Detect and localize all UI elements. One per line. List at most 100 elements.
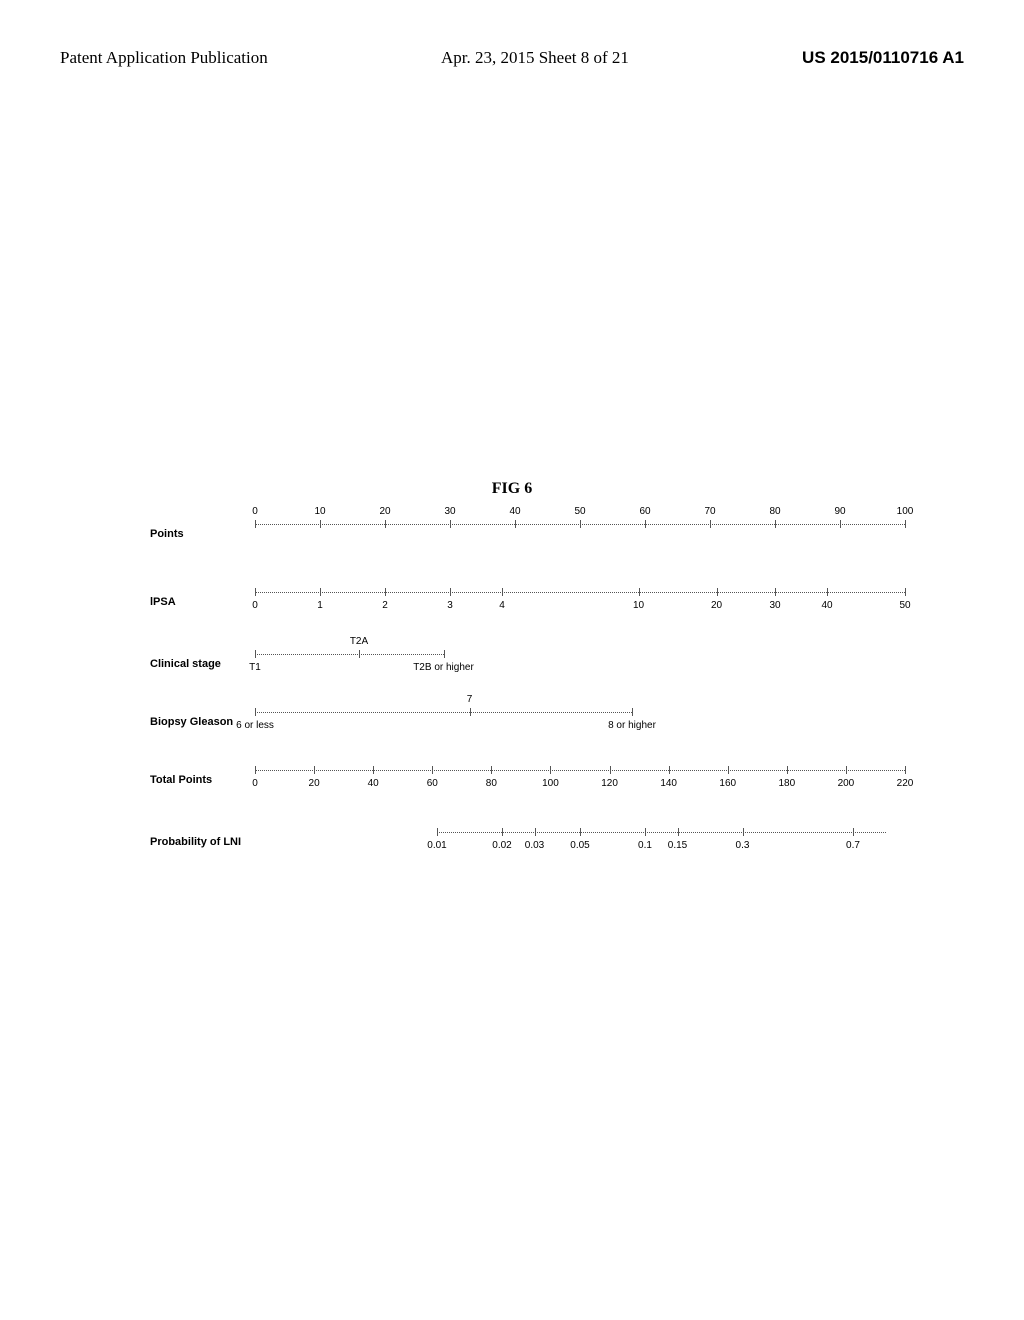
axis-tick xyxy=(502,828,503,836)
axis-line xyxy=(437,832,886,833)
tick-label: 60 xyxy=(427,778,438,789)
tick-label: 10 xyxy=(633,600,644,611)
header-publication-type: Patent Application Publication xyxy=(60,48,268,68)
tick-label: 2 xyxy=(382,600,388,611)
axis-tick xyxy=(610,766,611,774)
axis-tick xyxy=(373,766,374,774)
tick-label: 20 xyxy=(711,600,722,611)
axis-tick xyxy=(359,650,360,658)
axis-tick xyxy=(255,766,256,774)
axis-tick xyxy=(450,588,451,596)
axis-tick xyxy=(645,828,646,836)
axis-tick xyxy=(580,828,581,836)
axis-tick xyxy=(444,650,445,658)
tick-label: 100 xyxy=(542,778,559,789)
tick-label: 20 xyxy=(379,506,390,517)
axis-label: Probability of LNI xyxy=(150,836,241,848)
tick-label: 0.1 xyxy=(638,840,652,851)
tick-label: 0 xyxy=(252,506,258,517)
tick-label: 20 xyxy=(309,778,320,789)
axis-tick xyxy=(743,828,744,836)
tick-label: 60 xyxy=(639,506,650,517)
tick-label: 120 xyxy=(601,778,618,789)
axis-tick xyxy=(632,708,633,716)
tick-label: T2B or higher xyxy=(413,662,474,673)
tick-label: 80 xyxy=(486,778,497,789)
axis-line xyxy=(255,592,905,593)
axis-tick xyxy=(320,520,321,528)
header-pub-number: US 2015/0110716 A1 xyxy=(802,48,964,68)
tick-label: 90 xyxy=(834,506,845,517)
axis-tick xyxy=(678,828,679,836)
axis-tick xyxy=(502,588,503,596)
tick-label: T1 xyxy=(249,662,261,673)
axis-tick xyxy=(255,588,256,596)
axis-tick xyxy=(314,766,315,774)
axis-tick xyxy=(853,828,854,836)
tick-label: 30 xyxy=(444,506,455,517)
axis-tick xyxy=(710,520,711,528)
axis-tick xyxy=(255,650,256,658)
tick-label: 6 or less xyxy=(236,720,274,731)
axis-tick xyxy=(320,588,321,596)
tick-label: 0.3 xyxy=(736,840,750,851)
axis-tick xyxy=(385,588,386,596)
tick-label: 0.02 xyxy=(492,840,511,851)
axis-tick xyxy=(437,828,438,836)
axis-tick xyxy=(717,588,718,596)
tick-label: T2A xyxy=(350,636,368,647)
tick-label: 1 xyxy=(317,600,323,611)
axis-tick xyxy=(470,708,471,716)
axis-label: Total Points xyxy=(150,774,212,786)
axis-tick xyxy=(840,520,841,528)
tick-label: 140 xyxy=(660,778,677,789)
axis-tick xyxy=(775,588,776,596)
tick-label: 8 or higher xyxy=(608,720,656,731)
tick-label: 40 xyxy=(821,600,832,611)
axis-line xyxy=(255,712,632,713)
axis-line xyxy=(255,770,905,771)
tick-label: 0 xyxy=(252,600,258,611)
axis-tick xyxy=(639,588,640,596)
tick-label: 200 xyxy=(838,778,855,789)
tick-label: 10 xyxy=(314,506,325,517)
tick-label: 50 xyxy=(899,600,910,611)
axis-tick xyxy=(580,520,581,528)
axis-tick xyxy=(905,520,906,528)
tick-label: 40 xyxy=(509,506,520,517)
axis-tick xyxy=(550,766,551,774)
axis-tick xyxy=(385,520,386,528)
tick-label: 0.15 xyxy=(668,840,687,851)
tick-label: 220 xyxy=(897,778,914,789)
axis-tick xyxy=(432,766,433,774)
axis-tick xyxy=(905,766,906,774)
tick-label: 180 xyxy=(778,778,795,789)
tick-label: 3 xyxy=(447,600,453,611)
axis-tick xyxy=(645,520,646,528)
patent-header: Patent Application Publication Apr. 23, … xyxy=(0,48,1024,68)
tick-label: 0.01 xyxy=(427,840,446,851)
axis-line xyxy=(255,654,444,655)
tick-label: 4 xyxy=(499,600,505,611)
axis-tick xyxy=(728,766,729,774)
tick-label: 40 xyxy=(368,778,379,789)
tick-label: 0.05 xyxy=(570,840,589,851)
axis-tick xyxy=(255,520,256,528)
tick-label: 50 xyxy=(574,506,585,517)
axis-tick xyxy=(787,766,788,774)
tick-label: 0 xyxy=(252,778,258,789)
tick-label: 0.7 xyxy=(846,840,860,851)
axis-tick xyxy=(255,708,256,716)
axis-tick xyxy=(775,520,776,528)
tick-label: 0.03 xyxy=(525,840,544,851)
tick-label: 80 xyxy=(769,506,780,517)
tick-label: 100 xyxy=(897,506,914,517)
axis-tick xyxy=(846,766,847,774)
tick-label: 7 xyxy=(467,694,473,705)
axis-tick xyxy=(491,766,492,774)
axis-label: Clinical stage xyxy=(150,658,221,670)
tick-label: 30 xyxy=(769,600,780,611)
axis-tick xyxy=(535,828,536,836)
axis-label: Points xyxy=(150,528,184,540)
axis-tick xyxy=(669,766,670,774)
